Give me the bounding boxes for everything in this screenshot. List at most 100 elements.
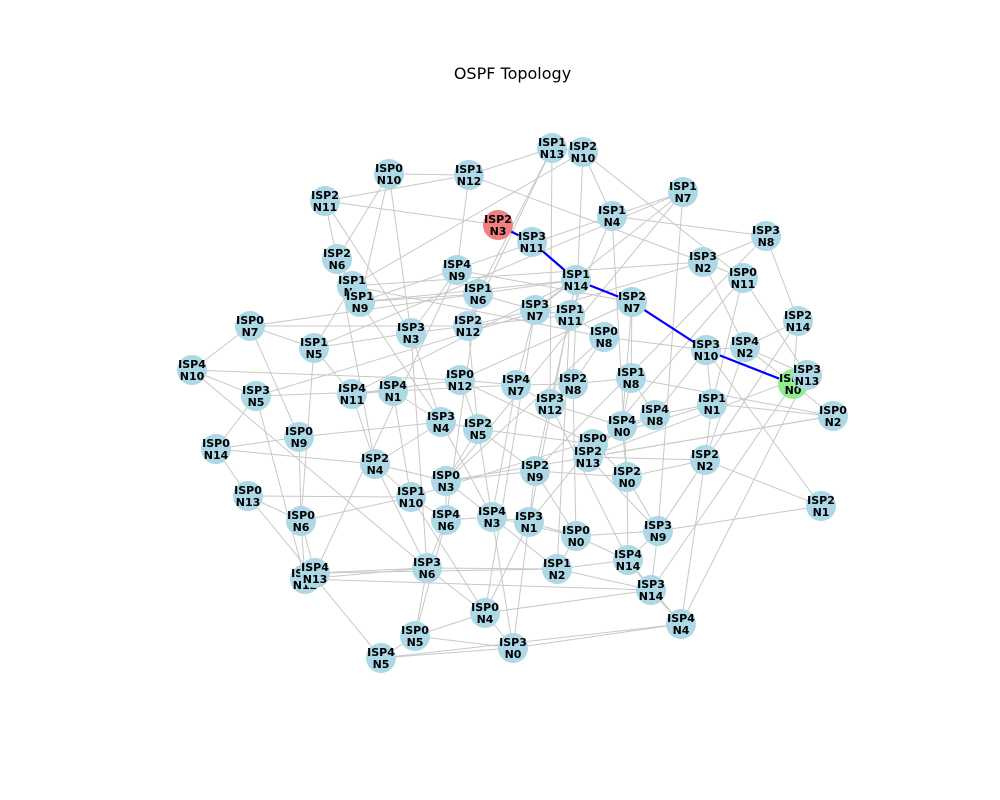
node-circle <box>360 449 390 479</box>
node-isp1-n2: ISP1 N2 <box>542 554 572 584</box>
edge <box>249 279 577 327</box>
node-isp2-n0: ISP2 N0 <box>612 462 642 492</box>
node-label: ISP4 N6 <box>432 508 460 533</box>
edge <box>650 383 794 591</box>
node-isp3-n0: ISP3 N0 <box>498 633 528 663</box>
node-label: ISP4 N9 <box>443 258 471 283</box>
edge <box>314 567 428 574</box>
node-isp4-n8: ISP4 N8 <box>640 400 670 430</box>
node-circle <box>535 389 565 419</box>
node-isp2-n12: ISP2 N12 <box>453 311 483 341</box>
edge <box>587 456 659 532</box>
node-label: ISP1 N10 <box>397 485 425 510</box>
node-isp0-n6: ISP0 N6 <box>286 506 316 536</box>
node-circle <box>177 355 207 385</box>
edge <box>414 635 514 649</box>
edge <box>426 567 558 570</box>
node-label: ISP2 N12 <box>454 314 482 339</box>
edge <box>392 390 412 498</box>
node-label: ISP1 N4 <box>598 204 626 229</box>
node-label: ISP2 N13 <box>574 445 602 470</box>
node-circle <box>691 335 721 365</box>
node-label: ISP4 N1 <box>379 379 407 404</box>
edge <box>410 332 442 423</box>
node-circle <box>345 287 375 317</box>
edge <box>477 428 514 649</box>
node-isp4-n2: ISP4 N2 <box>730 332 760 362</box>
edge <box>374 463 428 569</box>
node-circle <box>818 401 848 431</box>
node-isp0-n9: ISP0 N9 <box>284 422 314 452</box>
node-label: ISP2 N4 <box>361 452 389 477</box>
edge <box>711 403 834 417</box>
node-circle <box>431 466 461 496</box>
node-isp3-n5: ISP3 N5 <box>241 381 271 411</box>
edge <box>445 336 605 482</box>
node-circle <box>806 491 836 521</box>
node-circle <box>597 201 627 231</box>
edge <box>191 369 428 569</box>
node-isp3-n2: ISP3 N2 <box>688 247 718 277</box>
node-label: ISP4 N2 <box>731 335 759 360</box>
edge <box>459 301 633 381</box>
node-label: ISP3 N3 <box>397 321 425 346</box>
node-isp4-n1: ISP4 N1 <box>378 376 408 406</box>
edge <box>351 261 704 287</box>
node-isp1-n14: ISP1 N14 <box>561 265 591 295</box>
node-circle <box>366 643 396 673</box>
edge <box>512 623 682 649</box>
node-label: ISP0 N10 <box>375 162 403 187</box>
node-label: ISP1 N1 <box>698 392 726 417</box>
node-isp2-n9: ISP2 N9 <box>520 456 550 486</box>
edge <box>534 191 684 311</box>
node-isp4-n4: ISP4 N4 <box>666 609 696 639</box>
edge <box>467 314 571 327</box>
node-isp2-n13: ISP2 N13 <box>573 442 603 472</box>
node-label: ISP2 N10 <box>569 140 597 165</box>
node-isp1-n10: ISP1 N10 <box>396 482 426 512</box>
node-isp4-n0: ISP4 N0 <box>607 411 637 441</box>
node-label: ISP2 N7 <box>618 290 646 315</box>
node-circle <box>299 333 329 363</box>
edge <box>484 589 652 614</box>
edge <box>702 261 746 348</box>
node-circle <box>542 554 572 584</box>
node-circle <box>751 221 781 251</box>
node-isp2-n5: ISP2 N5 <box>463 414 493 444</box>
edge <box>630 377 834 417</box>
node-isp0-n12: ISP0 N12 <box>445 365 475 395</box>
node-label: ISP1 N8 <box>617 366 645 391</box>
node-label: ISP0 N7 <box>236 314 264 339</box>
edge <box>191 369 461 381</box>
node-circle <box>412 553 442 583</box>
node-isp2-n10: ISP2 N10 <box>568 137 598 167</box>
node-label: ISP1 N12 <box>455 163 483 188</box>
edge <box>742 277 808 376</box>
edge <box>313 332 412 349</box>
edge <box>359 215 613 303</box>
node-isp0-n11: ISP0 N11 <box>728 263 758 293</box>
node-isp3-n6: ISP3 N6 <box>412 553 442 583</box>
node-circle <box>463 414 493 444</box>
node-circle <box>378 376 408 406</box>
node-circle <box>400 621 430 651</box>
node-label: ISP3 N0 <box>499 636 527 661</box>
node-circle <box>445 365 475 395</box>
node-circle <box>612 462 642 492</box>
node-label: ISP3 N10 <box>692 338 720 363</box>
node-label: ISP3 N14 <box>637 578 665 603</box>
edge <box>380 647 514 659</box>
node-label: ISP2 N5 <box>464 417 492 442</box>
node-label: ISP4 N8 <box>641 403 669 428</box>
edge <box>388 173 412 334</box>
node-isp4-n10: ISP4 N10 <box>177 355 207 385</box>
node-label: ISP3 N8 <box>752 224 780 249</box>
node-label: ISP0 N6 <box>287 509 315 534</box>
edge <box>351 151 584 287</box>
node-isp3-n4: ISP3 N4 <box>426 407 456 437</box>
node-isp4-n11: ISP4 N11 <box>337 379 367 409</box>
node-label: ISP3 N13 <box>793 363 821 388</box>
node-circle <box>233 481 263 511</box>
node-label: ISP2 N2 <box>691 448 719 473</box>
node-isp3-n1: ISP3 N1 <box>514 507 544 537</box>
